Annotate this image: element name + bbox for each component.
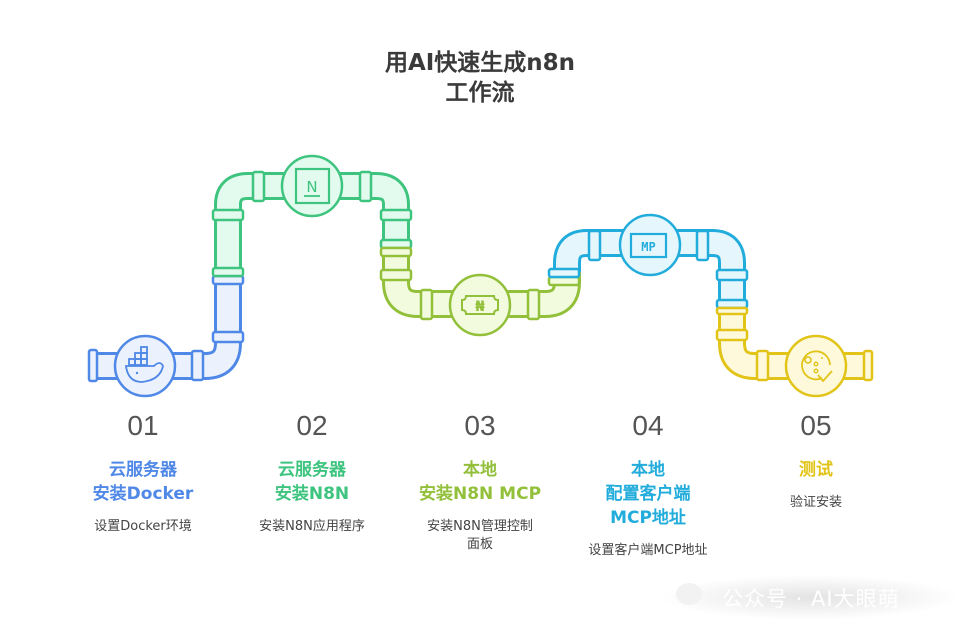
watermark-text: 公众号 · AI大眼萌: [722, 587, 900, 611]
step-4: 04 本地 配置客户端 MCP地址 设置客户端MCP地址: [564, 408, 732, 560]
step-title: 测试: [799, 460, 833, 480]
step-3: 03 本地 安装N8N MCP 安装N8N管理控制面板: [396, 408, 564, 554]
step-1: 01 云服务器 安装Docker 设置Docker环境: [59, 408, 227, 536]
step-description: 设置客户端MCP地址: [588, 543, 708, 558]
step-title: 本地 配置客户端 MCP地址: [605, 460, 691, 528]
pipe-segment-blue: [87, 274, 245, 383]
step-number: 02: [296, 410, 328, 441]
step-5: 05 测试 验证安装: [732, 408, 900, 512]
mcp-badge-icon: MP: [618, 213, 682, 277]
step-description: 安装N8N应用程序: [259, 519, 365, 534]
step-description: 安装N8N管理控制面板: [427, 519, 533, 552]
svg-text:₦: ₦: [475, 299, 485, 315]
naira-ticket-icon: ₦: [448, 273, 512, 337]
test-check-icon: [784, 334, 848, 398]
step-number: 03: [464, 410, 496, 441]
docker-whale-icon: [113, 334, 177, 398]
step-2: 02 云服务器 安装N8N 安装N8N应用程序: [228, 408, 396, 536]
title-line-2: 工作流: [445, 80, 515, 106]
page-title: 用AI快速生成n8n 工作流: [0, 48, 960, 108]
step-title: 云服务器 安装Docker: [92, 460, 194, 504]
n8n-logo-icon: N: [280, 154, 344, 218]
pipe-segment-yellow: [715, 306, 874, 382]
watermark: 公众号 · AI大眼萌: [660, 575, 960, 620]
svg-text:N: N: [306, 178, 317, 196]
step-number: 01: [127, 410, 159, 441]
step-description: 设置Docker环境: [94, 519, 192, 534]
step-title: 本地 安装N8N MCP: [418, 460, 542, 504]
step-title: 云服务器 安装N8N: [274, 460, 350, 504]
wechat-icon: [676, 583, 702, 605]
svg-text:MP: MP: [641, 240, 655, 254]
step-number: 05: [800, 410, 832, 441]
title-line-1: 用AI快速生成n8n: [384, 50, 576, 76]
step-description: 验证安装: [789, 495, 842, 510]
step-number: 04: [632, 410, 664, 441]
